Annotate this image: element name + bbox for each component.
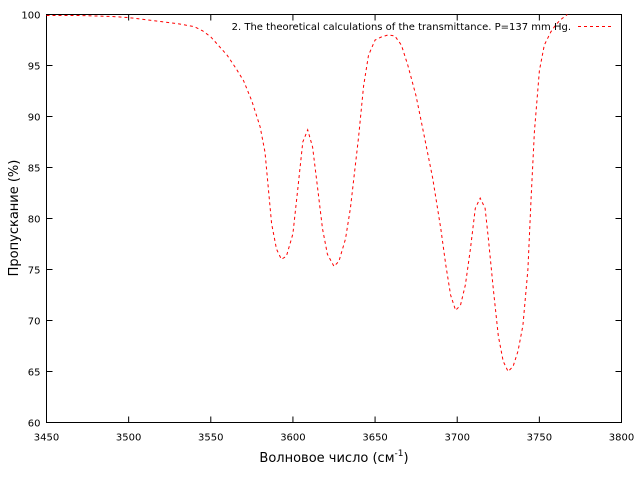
x-tick-label: 3550 [198,433,223,444]
series-line [46,14,568,373]
y-tick-label: 100 [21,11,40,22]
x-tick-label: 3500 [116,433,141,444]
plot-frame [46,14,622,423]
y-tick-label: 90 [28,113,41,124]
y-tick-label: 85 [28,164,41,175]
x-axis-label: Волновое число (см-1) [259,449,408,466]
y-tick-label: 65 [28,368,41,379]
y-tick-label: 60 [28,419,41,430]
x-tick-label: 3750 [527,433,552,444]
x-tick-label: 3650 [362,433,387,444]
y-tick-label: 75 [28,266,41,277]
tick-labels: 3450 3500 3550 3600 3650 3700 3750 3800 60 65 70 75… [21,11,634,444]
axis-ticks [46,14,622,423]
legend-entry-label: 2. The theoretical calculations of the t… [232,22,571,33]
y-tick-label: 95 [28,62,41,73]
y-axis-label: Пропускание (%) [7,160,22,277]
y-tick-label: 70 [28,317,41,328]
y-tick-label: 80 [28,215,41,226]
x-tick-label: 3450 [34,433,59,444]
x-tick-label: 3700 [444,433,469,444]
x-tick-label: 3600 [280,433,305,444]
x-tick-label: 3800 [609,433,634,444]
